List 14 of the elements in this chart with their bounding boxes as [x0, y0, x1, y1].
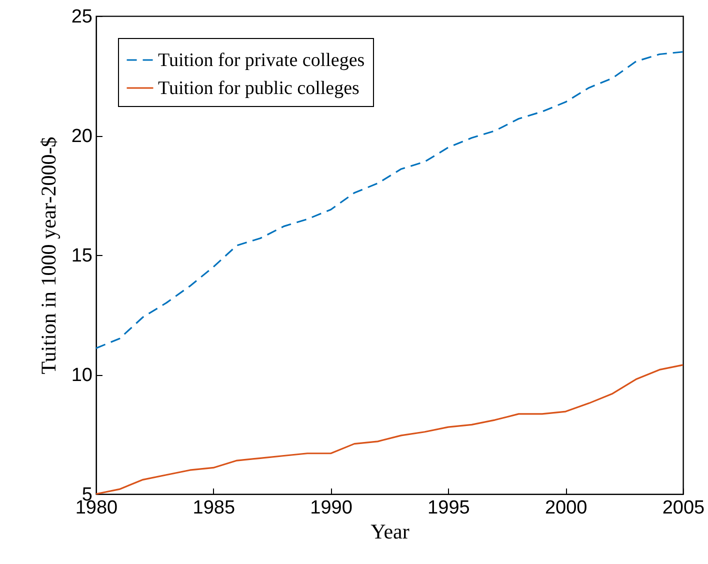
- x-tick-label: 1990: [310, 498, 352, 518]
- y-tick-label: 25: [71, 6, 92, 28]
- x-axis-title: Year: [370, 520, 410, 544]
- legend-label: Tuition for private colleges: [158, 50, 365, 71]
- legend-label: Tuition for public colleges: [158, 78, 360, 99]
- y-tick-label: 15: [71, 246, 92, 266]
- y-tick-label: 10: [71, 365, 92, 386]
- x-tick-label: 2000: [544, 498, 588, 518]
- x-tick-label: 1995: [428, 498, 470, 518]
- x-tick-label: 1985: [192, 498, 236, 518]
- y-tick-label: 20: [71, 126, 92, 147]
- y-axis-title: Tuition in 1000 year-2000-$: [36, 136, 60, 374]
- x-tick-label: 2005: [662, 498, 705, 518]
- line-series: [95, 51, 684, 350]
